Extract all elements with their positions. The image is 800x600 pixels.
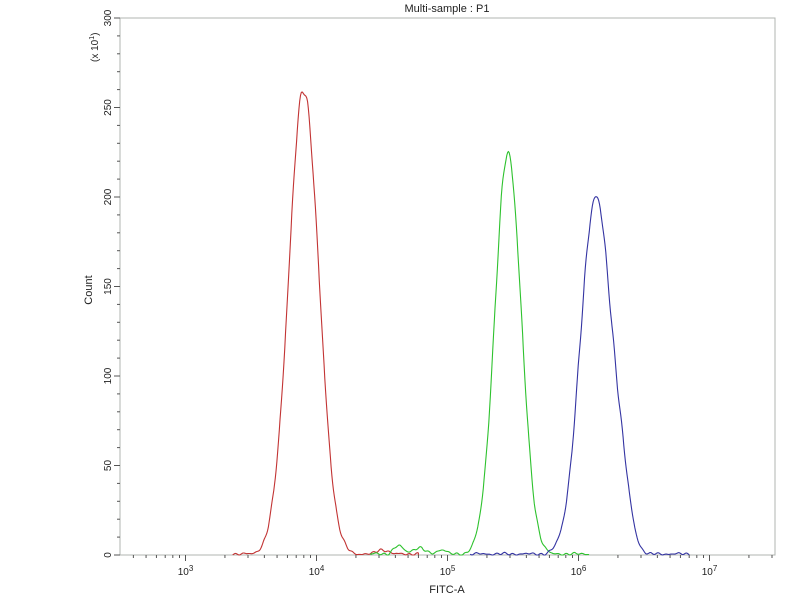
y-tick-label: 50 <box>103 460 114 472</box>
y-tick-label: 200 <box>103 188 114 205</box>
series-curves <box>232 91 690 556</box>
curve-red-sample <box>232 91 419 556</box>
y-tick-label: 250 <box>103 99 114 116</box>
x-tick-label: 107 <box>702 564 718 578</box>
x-tick-label: 103 <box>178 564 194 578</box>
axis-ticks: 103 104 105 106 107 0 50 100 150 200 250 300 <box>103 9 773 578</box>
y-axis-multiplier-label: (x 101) <box>89 33 101 62</box>
x-axis-label: FITC-A <box>429 584 465 596</box>
curve-green-sample <box>370 150 590 556</box>
y-axis-label: Count <box>83 275 95 304</box>
y-tick-label: 100 <box>103 367 114 384</box>
plot-frame <box>119 17 776 556</box>
x-tick-label: 106 <box>571 564 587 578</box>
curve-blue-sample <box>470 196 690 556</box>
y-tick-label: 0 <box>103 552 114 558</box>
y-tick-label: 300 <box>103 9 114 26</box>
x-tick-label: 105 <box>440 564 456 578</box>
x-tick-label: 104 <box>309 564 325 578</box>
chart-title: Multi-sample : P1 <box>405 3 490 15</box>
y-tick-label: 150 <box>103 278 114 295</box>
